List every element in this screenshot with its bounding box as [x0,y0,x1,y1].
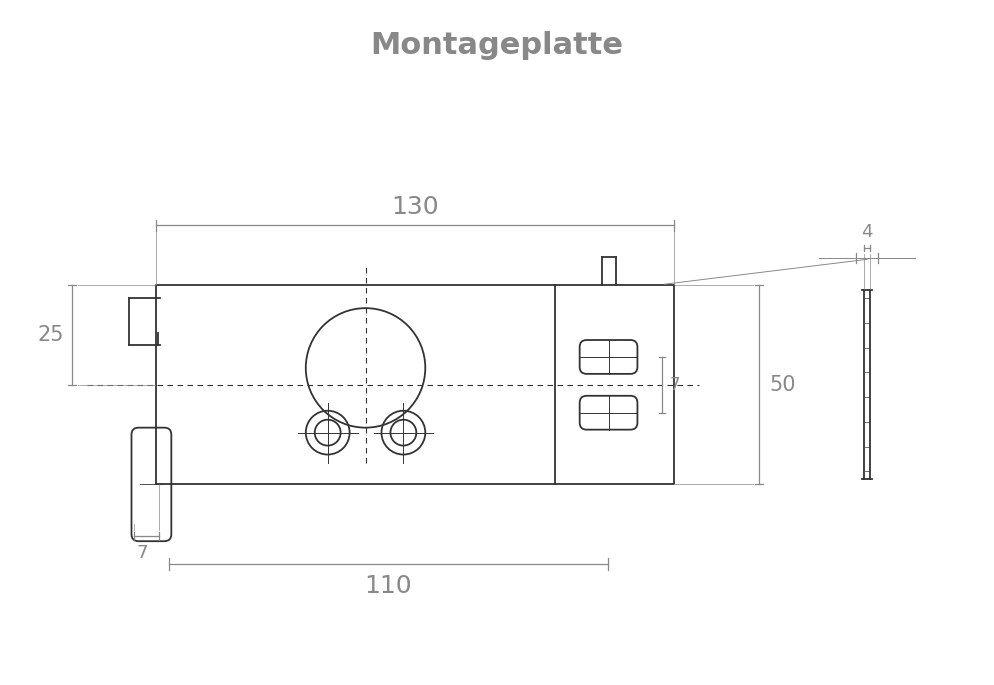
Text: 110: 110 [364,574,412,598]
Text: 25: 25 [37,325,64,345]
Text: 50: 50 [768,375,794,395]
Text: 4: 4 [861,223,872,241]
Text: 7: 7 [136,544,147,562]
Text: 130: 130 [391,195,438,219]
Text: 7: 7 [669,376,679,394]
Text: Montageplatte: Montageplatte [370,32,623,60]
